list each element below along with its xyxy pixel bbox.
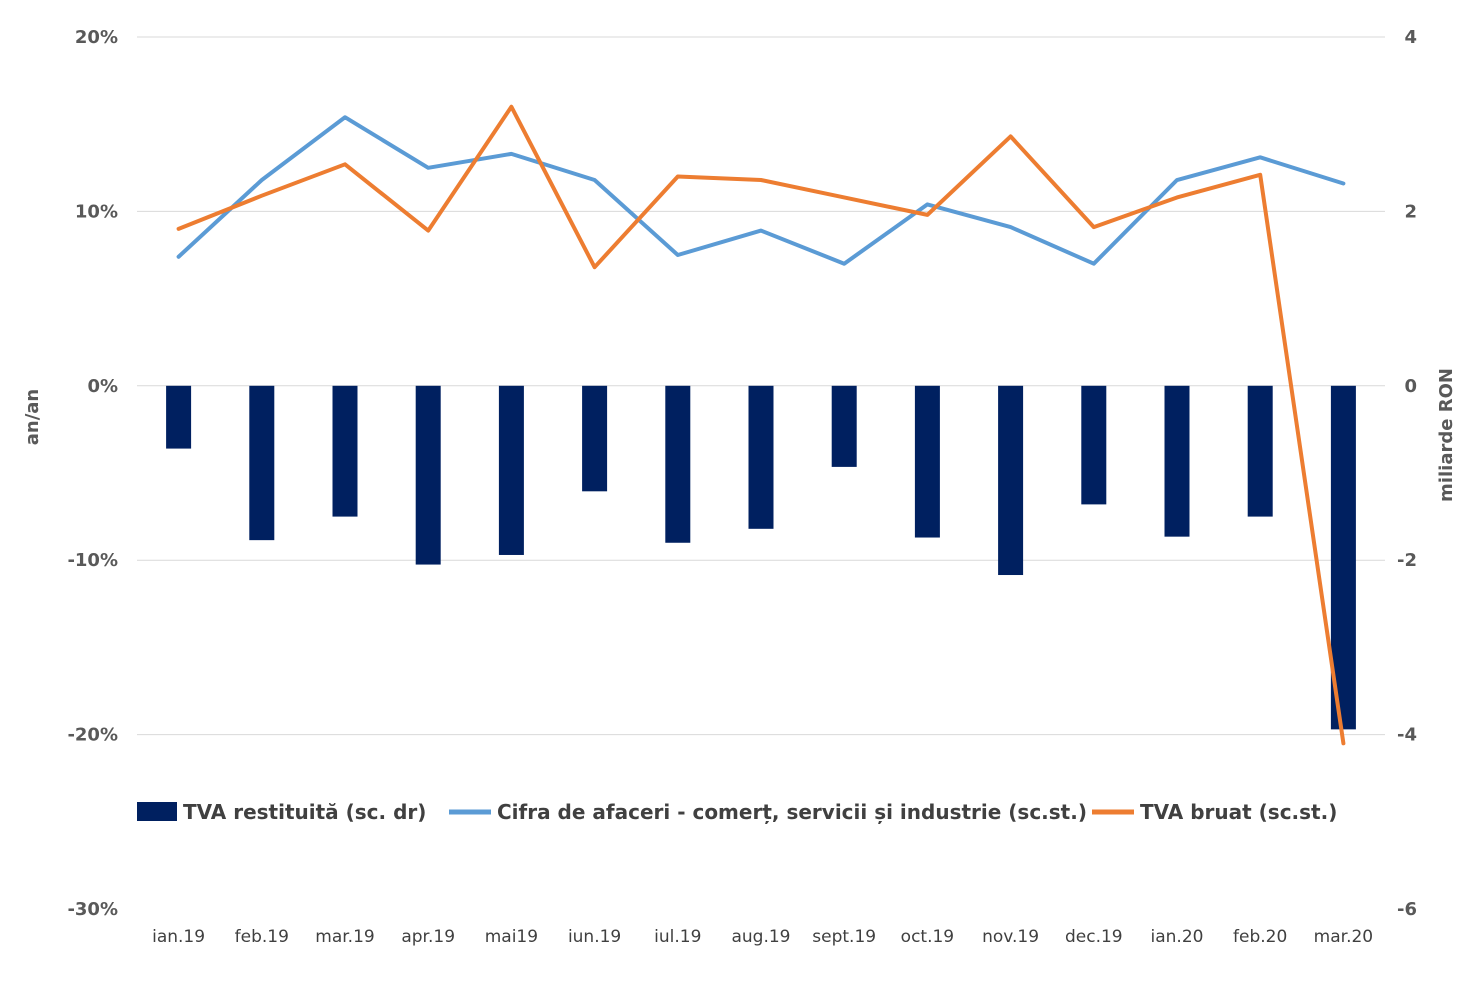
- bar-feb.20: [1247, 385, 1273, 517]
- left-tick-label: -20%: [67, 725, 118, 746]
- legend-label-cifra-de-afaceri: Cifra de afaceri - comerț, servicii și i…: [497, 800, 1087, 824]
- right-tick-label: -4: [1397, 725, 1417, 746]
- left-tick-label: -10%: [67, 550, 118, 571]
- x-tick-label: mai19: [485, 927, 538, 947]
- bar-dec.19: [1081, 385, 1107, 505]
- line-series: [176, 104, 1346, 746]
- left-tick-label: 20%: [75, 27, 118, 48]
- left-tick-label: -30%: [67, 899, 118, 920]
- bar-series-tva-restituita: [166, 385, 1356, 730]
- right-tick-label: 0: [1404, 376, 1417, 397]
- legend: TVA restituită (sc. dr) Cifra de afaceri…: [137, 800, 1337, 824]
- left-axis-title: an/an: [22, 389, 43, 446]
- bar-mar.20: [1330, 385, 1356, 730]
- x-tick-label: mar.19: [315, 927, 374, 947]
- bar-oct.19: [914, 385, 940, 538]
- left-y-axis: 20% 10% 0% -10% -20% -30%: [67, 27, 118, 920]
- bar-mai19: [498, 385, 524, 555]
- right-tick-label: -2: [1397, 550, 1417, 571]
- x-tick-label: nov.19: [982, 927, 1039, 947]
- line-tva-bruat: [176, 104, 1346, 746]
- bar-nov.19: [998, 385, 1024, 576]
- left-tick-label: 10%: [75, 201, 118, 222]
- bar-iul.19: [665, 385, 691, 543]
- x-tick-label: feb.19: [235, 927, 289, 947]
- x-tick-label: sept.19: [812, 927, 876, 947]
- x-tick-label: iul.19: [654, 927, 701, 947]
- x-tick-label: feb.20: [1233, 927, 1287, 947]
- right-tick-label: 2: [1404, 201, 1417, 222]
- left-tick-label: 0%: [87, 376, 118, 397]
- right-y-axis: 4 2 0 -2 -4 -6: [1397, 27, 1417, 920]
- x-tick-label: iun.19: [568, 927, 621, 947]
- x-tick-label: ian.20: [1151, 927, 1204, 947]
- x-tick-label: ian.19: [152, 927, 205, 947]
- line-cifra-de-afaceri: [176, 115, 1346, 266]
- right-axis-title: miliarde RON: [1436, 368, 1457, 502]
- x-axis: ian.19 feb.19 mar.19 apr.19 mai19 iun.19 iul.1…: [152, 927, 1373, 947]
- bar-iun.19: [582, 385, 608, 492]
- bar-ian.19: [166, 385, 192, 449]
- legend-label-tva-bruat: TVA bruat (sc.st.): [1140, 800, 1337, 824]
- x-tick-label: aug.19: [731, 927, 790, 947]
- bar-mar.19: [332, 385, 358, 517]
- right-tick-label: -6: [1397, 899, 1417, 920]
- bar-feb.19: [249, 385, 275, 541]
- x-tick-label: dec.19: [1065, 927, 1123, 947]
- bar-aug.19: [748, 385, 774, 529]
- bar-ian.20: [1164, 385, 1190, 537]
- x-tick-label: oct.19: [901, 927, 954, 947]
- legend-label-tva-restituita: TVA restituită (sc. dr): [183, 800, 426, 824]
- bar-sept.19: [831, 385, 857, 467]
- bar-apr.19: [415, 385, 441, 565]
- right-tick-label: 4: [1404, 27, 1417, 48]
- x-tick-label: apr.19: [401, 927, 455, 947]
- x-tick-label: mar.20: [1314, 927, 1373, 947]
- legend-swatch-tva-restituita: [137, 802, 177, 821]
